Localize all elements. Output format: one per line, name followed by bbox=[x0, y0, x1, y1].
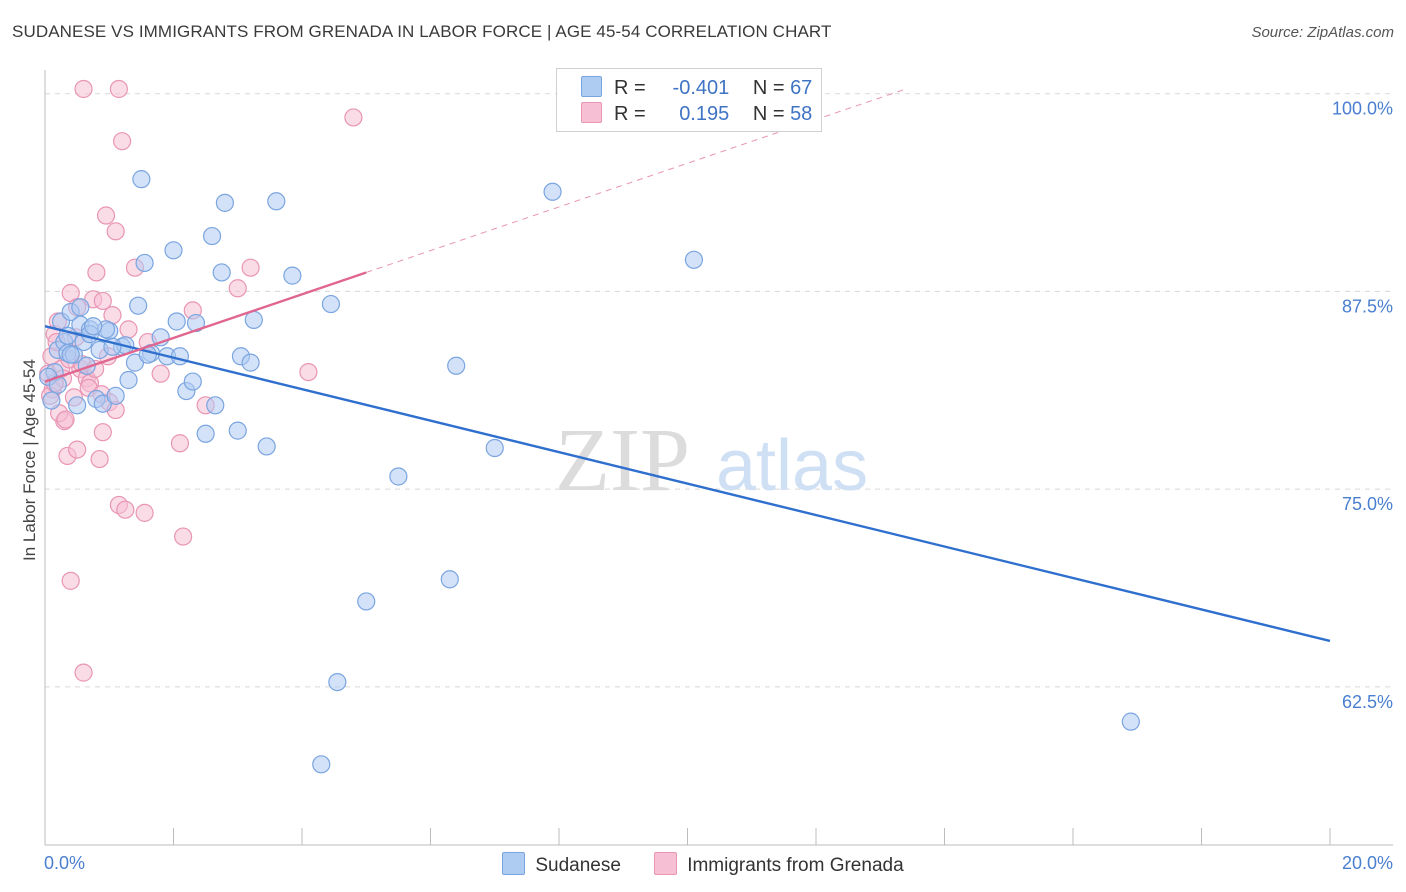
sudanese-point bbox=[228, 421, 247, 440]
legend-swatch-pink bbox=[581, 102, 602, 123]
y-tick-label: 62.5% bbox=[1342, 692, 1393, 712]
grenada-point bbox=[135, 503, 154, 522]
chart-title: SUDANESE VS IMMIGRANTS FROM GRENADA IN L… bbox=[12, 22, 832, 41]
grenada-point bbox=[74, 663, 93, 682]
sudanese-point bbox=[684, 250, 704, 269]
legend-row-sudanese: R = -0.401 N = 67 bbox=[581, 76, 812, 102]
sudanese-point bbox=[257, 437, 276, 456]
trend-lines bbox=[44, 88, 1331, 643]
sudanese-point bbox=[267, 192, 286, 211]
legend-n-label: N = bbox=[752, 77, 785, 99]
sudanese-point bbox=[68, 396, 87, 415]
sudanese-point bbox=[212, 263, 231, 282]
sudanese-point bbox=[183, 372, 202, 391]
sudanese-point bbox=[440, 570, 459, 589]
grenada-point bbox=[174, 527, 193, 546]
sudanese-point bbox=[312, 755, 331, 774]
sudanese-point bbox=[42, 391, 61, 410]
sudanese-point bbox=[71, 298, 90, 317]
sudanese-point bbox=[132, 170, 151, 189]
grenada-point bbox=[61, 571, 80, 590]
grenada-point bbox=[56, 410, 75, 429]
correlation-legend: R = -0.401 N = 67 R = 0.195 N = 58 bbox=[556, 68, 822, 132]
y-tick-label: 87.5% bbox=[1342, 296, 1393, 316]
sudanese-point bbox=[244, 310, 263, 329]
legend-r-label: R = bbox=[614, 103, 646, 125]
watermark-atlas: atlas bbox=[716, 426, 868, 506]
sudanese-point bbox=[167, 312, 186, 331]
legend-swatch-blue bbox=[581, 76, 602, 97]
sudanese-point bbox=[328, 672, 347, 692]
sudanese-point bbox=[129, 296, 148, 315]
grenada-point bbox=[344, 108, 363, 127]
source-label: Source: ZipAtlas.com bbox=[1251, 24, 1394, 41]
grenada-point bbox=[87, 263, 106, 282]
y-tick-label: 75.0% bbox=[1342, 494, 1393, 514]
sudanese-point bbox=[283, 266, 302, 285]
legend-n-label: N = bbox=[752, 103, 785, 125]
legend-label-sudanese: Sudanese bbox=[535, 855, 621, 876]
y-tick-labels: 62.5% 75.0% 87.5% 100.0% bbox=[1332, 99, 1393, 712]
grenada-point bbox=[170, 434, 190, 453]
grenada-point bbox=[299, 362, 318, 382]
grenada-point bbox=[93, 423, 112, 442]
legend-n-value: 67 bbox=[790, 77, 813, 99]
sudanese-point bbox=[206, 396, 225, 415]
legend-r-value: -0.401 bbox=[672, 77, 730, 99]
watermark-zip: ZIP bbox=[555, 411, 690, 510]
legend-n-value: 58 bbox=[790, 103, 813, 125]
grenada-point bbox=[228, 279, 247, 298]
sudanese-point bbox=[202, 226, 222, 246]
sudanese-point bbox=[543, 182, 562, 201]
y-tick-label: 100.0% bbox=[1332, 99, 1393, 119]
sudanese-point bbox=[135, 253, 154, 273]
y-axis-label: In Labor Force | Age 45-54 bbox=[20, 359, 39, 561]
trendline-grenada bbox=[44, 271, 367, 383]
sudanese-point bbox=[61, 345, 80, 364]
sudanese-point bbox=[241, 353, 260, 372]
sudanese-point bbox=[84, 317, 103, 336]
grenada-point bbox=[151, 364, 170, 383]
legend-swatch-grenada bbox=[654, 852, 678, 875]
sudanese-point bbox=[447, 356, 466, 375]
trendline-sudanese bbox=[44, 325, 1331, 643]
sudanese-point bbox=[357, 592, 376, 611]
sudanese-point bbox=[485, 438, 504, 458]
sudanese-point bbox=[215, 193, 234, 212]
sudanese-point bbox=[321, 294, 341, 314]
sudanese-point bbox=[164, 241, 183, 260]
grenada-point bbox=[96, 206, 116, 225]
grenada-point bbox=[68, 440, 87, 459]
watermark: ZIP atlas bbox=[555, 411, 868, 510]
grenada-point bbox=[90, 449, 109, 469]
x-tick-label-end: 20.0% bbox=[1342, 853, 1393, 873]
grenada-point bbox=[112, 132, 132, 151]
legend-item-grenada[interactable]: Immigrants from Grenada bbox=[654, 852, 904, 877]
legend-item-sudanese[interactable]: Sudanese bbox=[502, 852, 621, 877]
sudanese-point bbox=[389, 467, 408, 486]
sudanese-point bbox=[106, 386, 125, 405]
sudanese-point bbox=[119, 370, 138, 390]
legend-r-value: 0.195 bbox=[679, 103, 730, 125]
grenada-point bbox=[93, 291, 112, 311]
grenada-point bbox=[74, 79, 93, 99]
grenada-point bbox=[106, 222, 125, 241]
sudanese-point bbox=[1121, 712, 1140, 731]
legend-swatch-sudanese bbox=[502, 852, 526, 875]
series-legend: Sudanese Immigrants from Grenada bbox=[0, 852, 1406, 877]
sudanese-point bbox=[196, 424, 215, 443]
grenada-point bbox=[241, 258, 260, 277]
sudanese-point bbox=[170, 347, 190, 366]
grenada-point bbox=[116, 500, 135, 519]
grid-lines bbox=[45, 93, 1393, 688]
legend-row-grenada: R = 0.195 N = 58 bbox=[581, 102, 812, 128]
legend-label-grenada: Immigrants from Grenada bbox=[687, 855, 904, 876]
legend-r-label: R = bbox=[614, 77, 646, 99]
axes bbox=[44, 70, 1393, 846]
grenada-point bbox=[109, 79, 128, 99]
x-tick-label-start: 0.0% bbox=[44, 853, 85, 873]
sudanese-point bbox=[186, 313, 206, 333]
grenada-point bbox=[119, 320, 138, 339]
